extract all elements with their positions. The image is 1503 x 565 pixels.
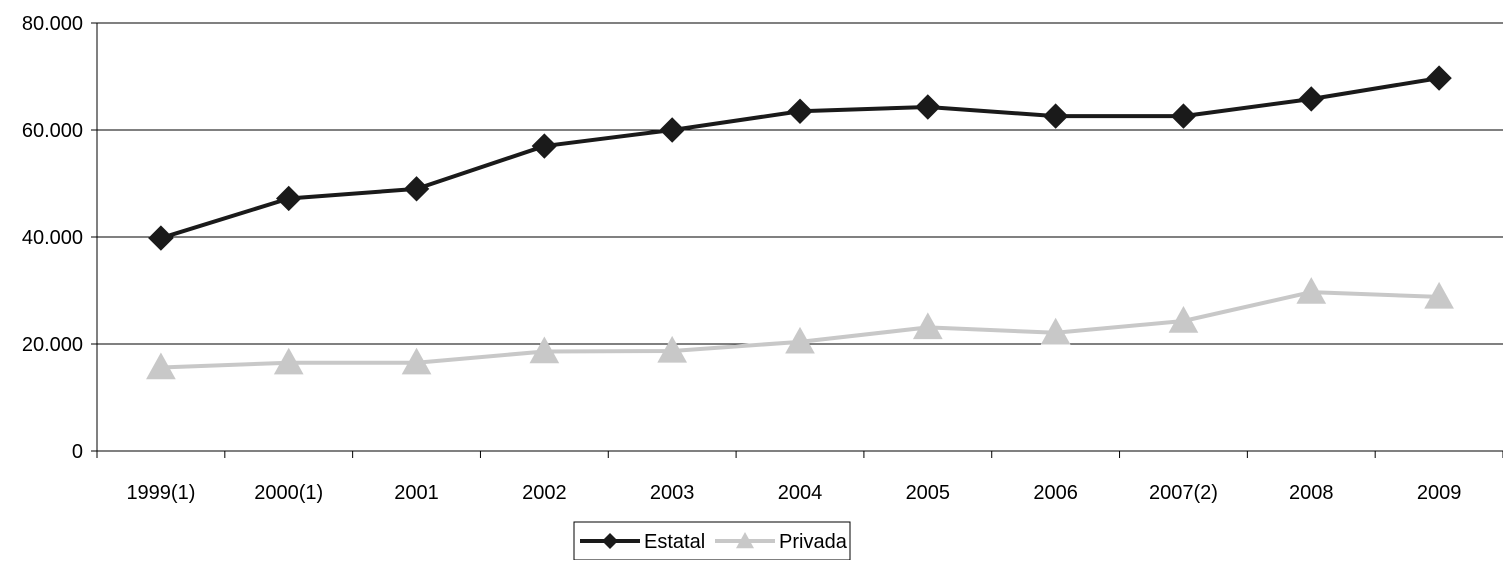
x-tick-label-2007-2: 2007(2) <box>1149 482 1218 504</box>
data-point-estatal-2008 <box>1298 86 1324 112</box>
x-tick-label-1999-1: 1999(1) <box>126 482 195 504</box>
data-point-privada-1999-1 <box>146 352 176 380</box>
x-tick-label-2008: 2008 <box>1289 482 1334 504</box>
series-estatal <box>148 65 1452 251</box>
data-point-privada-2006 <box>1040 317 1071 345</box>
data-point-privada-2005 <box>912 312 943 340</box>
data-point-estatal-2009 <box>1426 65 1452 91</box>
data-point-privada-2004 <box>785 326 815 354</box>
legend-marker-diamond <box>602 533 618 549</box>
data-point-estatal-2007-2 <box>1170 103 1197 129</box>
y-tick-label-60-000: 60.000 <box>22 120 83 142</box>
data-point-privada-2002 <box>529 336 560 364</box>
x-tick-label-2002: 2002 <box>522 482 567 504</box>
y-tick-label-40-000: 40.000 <box>22 227 83 249</box>
legend-label-estatal: Estatal <box>644 531 705 553</box>
y-tick-label-0: 0 <box>72 441 83 463</box>
x-tick-label-2003: 2003 <box>650 482 695 504</box>
axes <box>91 22 1503 458</box>
x-tick-label-2009: 2009 <box>1417 482 1462 504</box>
data-point-privada-2001 <box>401 347 432 375</box>
data-point-estatal-2002 <box>531 133 558 159</box>
data-point-estatal-2005 <box>915 94 941 120</box>
data-point-privada-2003 <box>657 335 688 363</box>
series-lines <box>146 65 1454 380</box>
x-tick-label-2006: 2006 <box>1033 482 1078 504</box>
x-tick-label-2005: 2005 <box>906 482 951 504</box>
data-point-privada-2000-1 <box>273 347 304 375</box>
data-point-estatal-2006 <box>1042 103 1069 129</box>
y-tick-label-20-000: 20.000 <box>22 334 83 356</box>
series-privada <box>146 277 1454 380</box>
x-tick-label-2000-1: 2000(1) <box>254 482 323 504</box>
data-point-estatal-2003 <box>659 117 685 143</box>
y-axis-tick-labels: 0 20.000 40.000 60.000 80.000 <box>22 13 83 463</box>
data-point-privada-2007-2 <box>1168 305 1199 333</box>
legend-label-privada: Privada <box>779 531 848 553</box>
data-point-estatal-2001 <box>403 176 430 202</box>
data-point-privada-2008 <box>1296 277 1327 304</box>
data-point-estatal-2004 <box>787 98 813 124</box>
data-point-privada-2009 <box>1424 281 1454 309</box>
data-point-estatal-2000-1 <box>276 185 302 212</box>
y-tick-label-80-000: 80.000 <box>22 13 83 35</box>
legend: Estatal Privada <box>573 521 851 561</box>
x-tick-label-2004: 2004 <box>778 482 823 504</box>
x-tick-label-2001: 2001 <box>394 482 439 504</box>
data-point-estatal-1999-1 <box>148 225 174 251</box>
legend-marker-triangle <box>736 532 754 549</box>
x-axis-tick-labels: 1999(1) 2000(1) 2001 2002 2003 2004 2005 2006 20… <box>126 482 1461 504</box>
